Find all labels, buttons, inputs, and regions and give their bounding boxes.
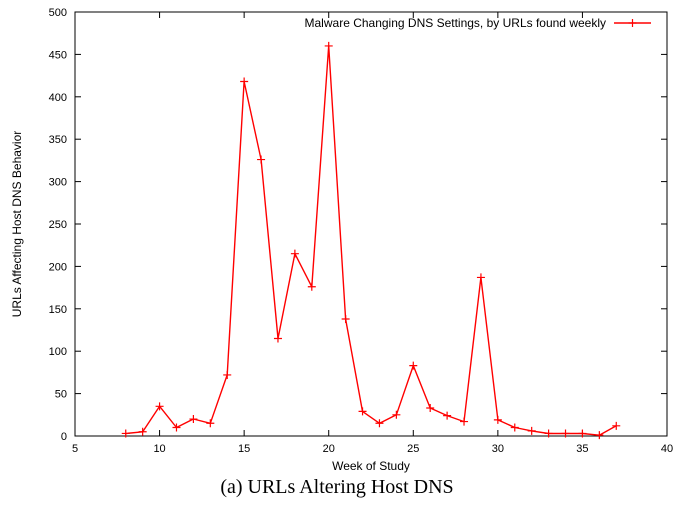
y-tick-label: 250 <box>49 219 67 231</box>
data-point-marker <box>273 334 282 343</box>
data-point-marker <box>189 415 198 424</box>
data-point-marker <box>172 423 181 432</box>
series-layer <box>121 41 621 440</box>
y-tick-label: 450 <box>49 49 67 61</box>
data-point-marker <box>375 419 384 428</box>
data-point-marker <box>527 426 536 435</box>
x-axis-label: Week of Study <box>332 459 410 473</box>
data-point-marker <box>409 361 418 370</box>
data-point-marker <box>493 415 502 424</box>
x-tick-label: 35 <box>576 443 588 455</box>
figure-caption: (a) URLs Altering Host DNS <box>220 476 454 498</box>
data-point-marker <box>443 411 452 420</box>
data-point-marker <box>426 404 435 413</box>
data-point-marker <box>257 155 266 164</box>
data-point-marker <box>392 410 401 419</box>
data-point-marker <box>290 249 299 258</box>
data-point-marker <box>307 282 316 291</box>
data-point-marker <box>476 273 485 282</box>
legend-label: Malware Changing DNS Settings, by URLs f… <box>305 16 606 30</box>
y-tick-label: 500 <box>49 7 67 19</box>
y-tick-label: 300 <box>49 177 67 189</box>
series-line <box>125 45 617 436</box>
data-point-marker <box>240 77 249 86</box>
y-tick-label: 200 <box>49 261 67 273</box>
data-point-marker <box>510 423 519 432</box>
x-tick-label: 20 <box>323 443 335 455</box>
legend-marker <box>628 19 637 27</box>
data-point-marker <box>358 407 367 416</box>
data-point-marker <box>223 370 232 379</box>
y-tick-label: 100 <box>49 346 67 358</box>
y-tick-label: 350 <box>49 134 67 146</box>
x-tick-label: 40 <box>661 443 673 455</box>
y-tick-label: 50 <box>55 389 67 401</box>
x-tick-label: 15 <box>238 443 250 455</box>
data-point-marker <box>578 429 587 438</box>
data-point-marker <box>121 429 130 438</box>
data-point-marker <box>544 429 553 438</box>
y-tick-label: 0 <box>61 431 67 443</box>
data-point-marker <box>595 431 604 440</box>
y-tick-label: 150 <box>49 304 67 316</box>
x-tick-label: 5 <box>72 443 78 455</box>
data-point-marker <box>561 429 570 438</box>
data-point-marker <box>612 421 621 430</box>
x-tick-label: 25 <box>407 443 419 455</box>
tick-layer: 5 10 15 20 25 30 35 400501001502002503003504004… <box>49 7 673 455</box>
plot-frame <box>74 11 668 437</box>
data-point-marker <box>138 427 147 436</box>
y-axis-label: URLs Affecting Host DNS Behavior <box>10 131 24 318</box>
y-tick-label: 400 <box>49 92 67 104</box>
data-point-marker <box>460 417 469 426</box>
x-tick-label: 10 <box>153 443 165 455</box>
data-point-marker <box>206 419 215 428</box>
data-point-marker <box>341 314 350 323</box>
data-point-marker <box>324 41 333 50</box>
x-tick-label: 30 <box>492 443 504 455</box>
legend: Malware Changing DNS Settings, by URLs f… <box>305 16 651 30</box>
data-point-marker <box>155 402 164 411</box>
line-chart: 5 10 15 20 25 30 35 400501001502002503003504004… <box>10 7 673 473</box>
